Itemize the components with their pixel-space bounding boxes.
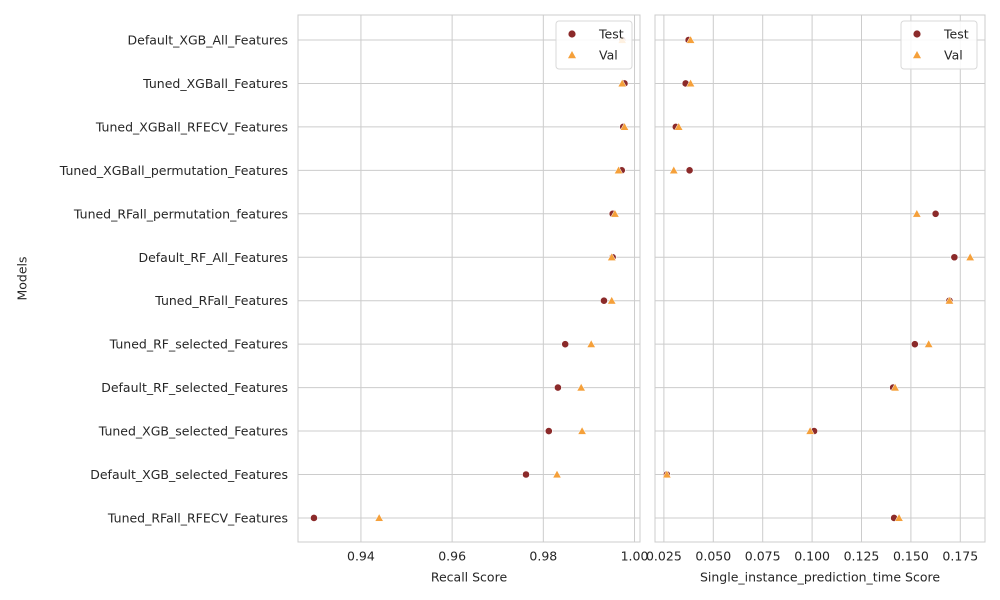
- plot-frame: [297, 14, 641, 543]
- test-point: [522, 470, 530, 479]
- test-point: [931, 209, 940, 218]
- x-tick-label: 0.150: [893, 549, 929, 564]
- y-tick-label: Tuned_XGBall_Features: [142, 76, 288, 91]
- y-axis-label: Models: [15, 256, 30, 300]
- y-tick-label: Tuned_XGBall_permutation_Features: [59, 163, 288, 178]
- y-tick-label: Default_XGB_selected_Features: [90, 467, 288, 482]
- val-point: [607, 252, 617, 261]
- val-point: [685, 78, 696, 88]
- legend-marker-test: [568, 30, 576, 38]
- val-point: [374, 513, 384, 522]
- val-point: [944, 295, 955, 305]
- val-point: [669, 165, 679, 174]
- val-point: [912, 209, 922, 218]
- val-point: [619, 122, 630, 131]
- test-point: [600, 296, 608, 305]
- x-tick-label: 0.175: [942, 549, 978, 564]
- val-point: [552, 469, 562, 479]
- val-point: [586, 339, 596, 348]
- x-tick-label: 0.075: [745, 549, 781, 564]
- x-tick-label: 0.025: [646, 549, 682, 564]
- legend-label: Val: [944, 48, 963, 63]
- val-point: [685, 35, 696, 44]
- val-point: [890, 382, 900, 392]
- val-point: [662, 469, 672, 479]
- val-point: [965, 252, 975, 261]
- legend-marker-val: [913, 51, 921, 59]
- legend-marker-val: [568, 51, 576, 59]
- val-point: [805, 426, 815, 435]
- test-point: [544, 427, 553, 435]
- x-tick-label: 0.125: [844, 549, 880, 564]
- val-point: [924, 339, 934, 348]
- y-tick-label: Default_RF_All_Features: [138, 250, 288, 265]
- test-point: [950, 253, 959, 262]
- legend-marker-test: [913, 30, 921, 38]
- y-tick-label: Tuned_RFall_permutation_features: [73, 206, 288, 221]
- val-point: [617, 78, 627, 88]
- val-point: [674, 122, 684, 131]
- y-tick-label: Default_RF_selected_Features: [101, 380, 288, 395]
- val-point: [607, 295, 617, 305]
- val-point: [613, 165, 624, 174]
- x-tick-label: 0.96: [438, 549, 466, 564]
- val-point: [610, 209, 620, 218]
- x-tick-label: 0.98: [529, 549, 557, 564]
- y-tick-label: Tuned_RFall_RFECV_Features: [107, 510, 288, 525]
- y-tick-label: Tuned_XGBall_RFECV_Features: [95, 119, 288, 134]
- x-tick-label: 0.94: [347, 549, 375, 564]
- x-axis-label: Recall Score: [431, 570, 508, 585]
- val-point: [577, 426, 587, 435]
- y-tick-label: Tuned_RFall_Features: [154, 293, 288, 308]
- test-point: [310, 514, 318, 522]
- legend-label: Test: [598, 27, 624, 42]
- x-tick-label: 0.050: [695, 549, 731, 564]
- x-tick-label: 1.00: [621, 549, 649, 564]
- legend-label: Val: [599, 48, 618, 63]
- val-point: [894, 513, 904, 522]
- y-tick-label: Default_XGB_All_Features: [128, 33, 289, 48]
- val-point: [576, 382, 586, 392]
- x-tick-label: 0.100: [794, 549, 830, 564]
- test-point: [561, 340, 570, 349]
- test-point: [910, 340, 919, 349]
- test-point: [554, 383, 562, 392]
- legend-label: Test: [943, 27, 969, 42]
- y-tick-label: Tuned_XGB_selected_Features: [98, 424, 288, 439]
- y-tick-label: Tuned_RF_selected_Features: [109, 337, 288, 352]
- x-axis-label: Single_instance_prediction_time Score: [700, 570, 940, 585]
- plot-frame: [654, 14, 986, 543]
- test-point: [685, 166, 694, 175]
